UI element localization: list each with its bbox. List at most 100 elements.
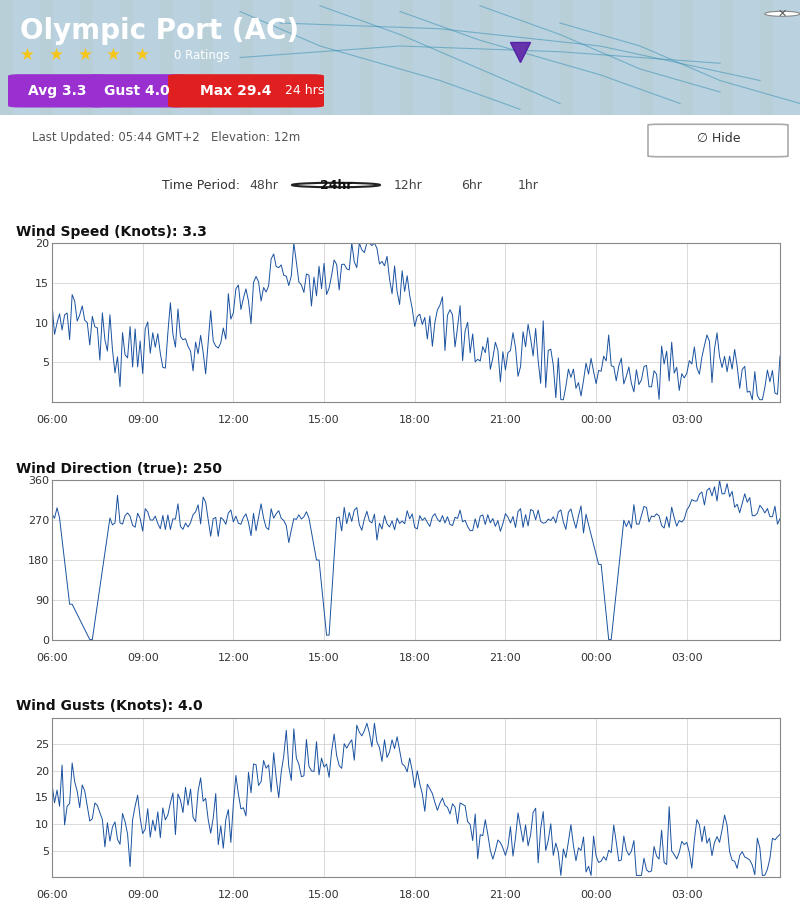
Bar — [534, 0, 546, 115]
Text: 18:00: 18:00 — [399, 415, 430, 425]
Bar — [160, 0, 174, 115]
Text: 12:00: 12:00 — [218, 415, 250, 425]
Text: 0 Ratings: 0 Ratings — [174, 49, 230, 62]
Text: Avg 3.3: Avg 3.3 — [27, 84, 86, 98]
Bar — [200, 0, 214, 115]
Text: Last Updated: 05:44 GMT+2   Elevation: 12m: Last Updated: 05:44 GMT+2 Elevation: 12m — [32, 131, 300, 144]
Bar — [226, 0, 240, 115]
FancyBboxPatch shape — [168, 74, 324, 108]
Bar — [306, 0, 320, 115]
Text: 12hr: 12hr — [394, 179, 422, 192]
Bar — [586, 0, 600, 115]
Text: 15:00: 15:00 — [308, 653, 340, 663]
Circle shape — [765, 11, 800, 17]
Text: 03:00: 03:00 — [671, 415, 702, 425]
Bar — [746, 0, 760, 115]
Bar — [494, 0, 506, 115]
Text: ★: ★ — [135, 46, 150, 65]
Bar — [134, 0, 146, 115]
Bar — [680, 0, 694, 115]
Text: Wind Gusts (Knots): 4.0: Wind Gusts (Knots): 4.0 — [16, 700, 202, 714]
Bar — [706, 0, 720, 115]
Bar — [66, 0, 80, 115]
Bar — [94, 0, 106, 115]
Text: 00:00: 00:00 — [580, 653, 612, 663]
Text: 21:00: 21:00 — [490, 890, 522, 900]
Bar — [786, 0, 800, 115]
Bar — [414, 0, 426, 115]
Bar — [720, 0, 734, 115]
Text: 18:00: 18:00 — [399, 890, 430, 900]
Bar — [360, 0, 374, 115]
Bar — [506, 0, 520, 115]
Bar — [54, 0, 66, 115]
Text: 09:00: 09:00 — [127, 415, 158, 425]
Text: Gust 4.0: Gust 4.0 — [104, 84, 170, 98]
Text: ∅ Hide: ∅ Hide — [697, 133, 740, 146]
Bar — [80, 0, 94, 115]
Text: 06:00: 06:00 — [36, 415, 68, 425]
Bar — [266, 0, 280, 115]
Bar — [546, 0, 560, 115]
Text: 00:00: 00:00 — [580, 415, 612, 425]
Bar — [386, 0, 400, 115]
Bar — [574, 0, 586, 115]
FancyBboxPatch shape — [648, 124, 788, 157]
Text: ★: ★ — [106, 46, 122, 65]
Text: 21:00: 21:00 — [490, 415, 522, 425]
Text: 24 hrs: 24 hrs — [285, 84, 324, 98]
Text: Max 29.4: Max 29.4 — [200, 84, 271, 98]
Bar — [640, 0, 654, 115]
Bar — [774, 0, 786, 115]
Bar — [600, 0, 614, 115]
Text: 03:00: 03:00 — [671, 890, 702, 900]
Bar — [40, 0, 54, 115]
Text: 09:00: 09:00 — [127, 890, 158, 900]
Text: ★: ★ — [78, 46, 93, 65]
Bar — [174, 0, 186, 115]
Bar — [440, 0, 454, 115]
Bar — [760, 0, 774, 115]
Bar — [654, 0, 666, 115]
Text: ★: ★ — [49, 46, 64, 65]
Bar — [346, 0, 360, 115]
Bar — [280, 0, 294, 115]
Bar — [666, 0, 680, 115]
Bar — [254, 0, 266, 115]
Text: 21:00: 21:00 — [490, 653, 522, 663]
Bar — [694, 0, 706, 115]
Bar — [146, 0, 160, 115]
Bar — [626, 0, 640, 115]
Text: 12:00: 12:00 — [218, 890, 250, 900]
Bar — [614, 0, 626, 115]
Bar — [466, 0, 480, 115]
Bar — [400, 0, 414, 115]
Text: 15:00: 15:00 — [308, 415, 340, 425]
Text: Time Period:: Time Period: — [162, 179, 240, 192]
Bar — [374, 0, 386, 115]
Bar — [0, 0, 14, 115]
Text: 18:00: 18:00 — [399, 653, 430, 663]
Text: 00:00: 00:00 — [580, 890, 612, 900]
Bar — [320, 0, 334, 115]
Text: 12:00: 12:00 — [218, 653, 250, 663]
Text: 03:00: 03:00 — [671, 653, 702, 663]
Bar — [214, 0, 226, 115]
Text: 09:00: 09:00 — [127, 653, 158, 663]
Bar — [560, 0, 574, 115]
Bar — [454, 0, 466, 115]
Text: 6hr: 6hr — [462, 179, 482, 192]
FancyBboxPatch shape — [88, 74, 186, 108]
Text: Olympic Port (AC): Olympic Port (AC) — [20, 18, 299, 45]
Bar — [294, 0, 306, 115]
Bar — [426, 0, 440, 115]
Bar — [14, 0, 26, 115]
Text: Wind Direction (true): 250: Wind Direction (true): 250 — [16, 462, 222, 476]
Bar — [106, 0, 120, 115]
Text: Wind Speed (Knots): 3.3: Wind Speed (Knots): 3.3 — [16, 224, 207, 239]
Text: 15:00: 15:00 — [308, 890, 340, 900]
Text: 48hr: 48hr — [250, 179, 278, 192]
Text: ✕: ✕ — [778, 9, 787, 18]
Bar — [186, 0, 200, 115]
Text: 1hr: 1hr — [518, 179, 538, 192]
